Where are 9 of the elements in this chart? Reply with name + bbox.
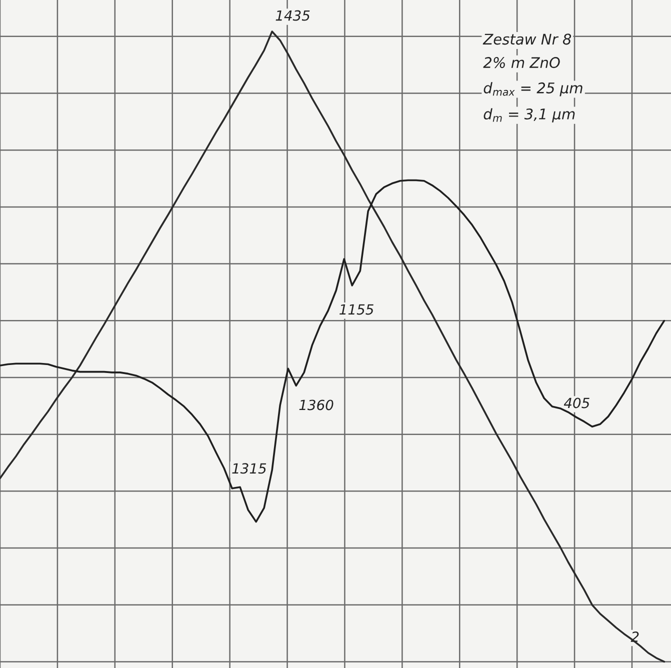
annotation: d$_{m}$ = 3,1 μm — [484, 108, 575, 122]
annotation: 405 — [564, 398, 590, 408]
annotation: 1155 — [340, 304, 374, 315]
annotation: 2% m ZnO — [483, 57, 560, 68]
annotation: 1315 — [232, 463, 266, 474]
annotation: d$_{max}$ = 25 μm — [484, 82, 582, 96]
text: 1435 — [276, 10, 310, 21]
annotation: Zestaw Nr 8 — [482, 34, 572, 45]
annotation: 1360 — [299, 400, 334, 410]
